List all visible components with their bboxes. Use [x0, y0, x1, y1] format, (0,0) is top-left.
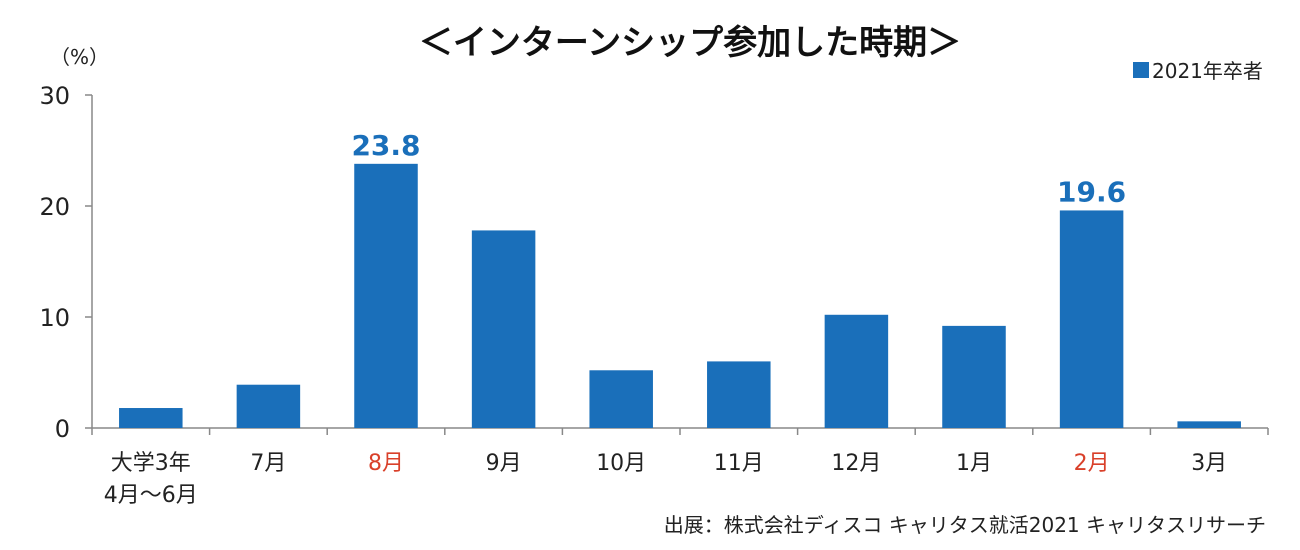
- legend-label: 2021年卒者: [1152, 59, 1263, 83]
- bar: [942, 325, 1006, 428]
- chart-title: ＜インターンシップ参加した時期＞: [419, 23, 961, 63]
- bar: [824, 314, 889, 428]
- y-tick-label: 0: [55, 415, 70, 443]
- x-tick-label: 8月: [368, 451, 404, 476]
- x-tick-label: 3月: [1191, 451, 1227, 476]
- x-tick-label: 7月: [250, 451, 286, 476]
- x-tick-label: 2月: [1074, 451, 1110, 476]
- bar: [119, 408, 183, 428]
- bar: [707, 361, 771, 428]
- legend-swatch: [1133, 62, 1149, 78]
- y-axis: 0 10 20 30: [39, 82, 93, 443]
- y-tick-label: 20: [39, 193, 70, 221]
- data-label: 23.8: [351, 129, 420, 162]
- x-tick-label: 11月: [714, 451, 764, 476]
- y-tick-label: 10: [39, 304, 70, 332]
- x-tick-label: 大学3年: [111, 451, 191, 476]
- y-axis-unit-label: （%）: [50, 45, 109, 69]
- bar: [471, 230, 536, 428]
- y-tick-label: 30: [39, 82, 70, 110]
- bar: [1059, 210, 1124, 428]
- x-tick-label: 10月: [596, 451, 646, 476]
- x-tick-labels: 大学3年 4月～6月 7月 8月 9月 10月 11月 12月 1月 2月 3月: [104, 451, 1227, 508]
- x-tick-label: 1月: [956, 451, 992, 476]
- bar: [1177, 421, 1241, 428]
- x-tick-label: 9月: [486, 451, 522, 476]
- source-note: 出展：株式会社ディスコ キャリタス就活2021 キャリタスリサーチ: [664, 513, 1266, 537]
- bar: [589, 370, 653, 428]
- bar: [236, 384, 301, 428]
- data-labels: 23.8 19.6: [351, 129, 1126, 209]
- x-tick-label: 4月～6月: [104, 483, 198, 508]
- x-axis: [91, 427, 1269, 435]
- legend: 2021年卒者: [1133, 59, 1263, 83]
- bars: [119, 163, 1241, 428]
- data-label: 19.6: [1057, 175, 1126, 208]
- bar: [354, 163, 418, 428]
- x-tick-label: 12月: [831, 451, 881, 476]
